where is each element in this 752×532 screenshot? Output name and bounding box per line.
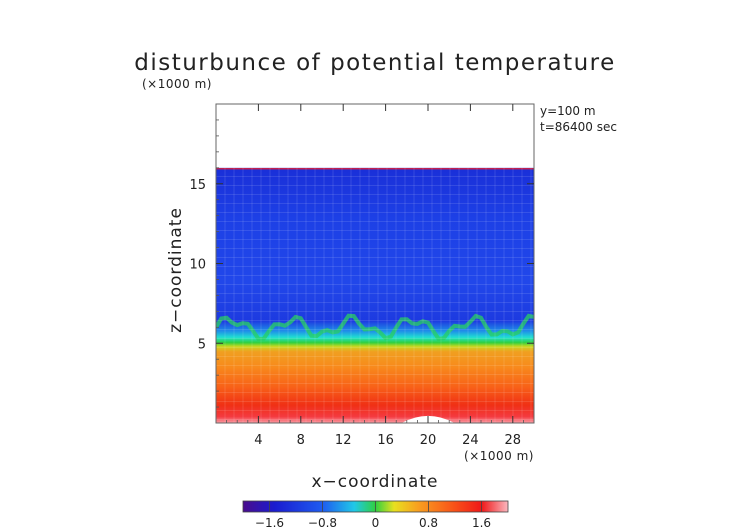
chart-title: disturbunce of potential temperature bbox=[134, 50, 616, 76]
colorbar-tick-label: 0 bbox=[372, 516, 380, 530]
field-fill bbox=[216, 167, 534, 423]
x-axis: 4 8 12 16 20 24 28 bbox=[226, 104, 524, 448]
colorbar-tick-label: 0.8 bbox=[419, 516, 438, 530]
y-tick-label: 10 bbox=[189, 258, 206, 273]
x-tick-label: 24 bbox=[462, 433, 479, 448]
x-tick-label: 16 bbox=[377, 433, 394, 448]
annotation-y: y=100 m bbox=[540, 104, 596, 118]
x-tick-label: 28 bbox=[505, 433, 522, 448]
colorbar-tick-label: 1.6 bbox=[472, 516, 491, 530]
x-axis-label: x−coordinate bbox=[312, 472, 439, 492]
x-tick-label: 4 bbox=[254, 433, 262, 448]
colorbar-tick-label: −1.6 bbox=[255, 516, 284, 530]
y-tick-label: 15 bbox=[189, 178, 206, 193]
colorbar-ticks: −1.6 −0.8 0 0.8 1.6 bbox=[255, 501, 491, 530]
y-tick-label: 5 bbox=[198, 337, 206, 352]
y-axis: 5 10 15 bbox=[189, 119, 534, 408]
x-scale-note: (×1000 m) bbox=[464, 449, 534, 463]
x-tick-label: 20 bbox=[420, 433, 437, 448]
x-tick-label: 8 bbox=[297, 433, 305, 448]
colorbar-tick-label: −0.8 bbox=[308, 516, 337, 530]
z-scale-note: (×1000 m) bbox=[142, 77, 212, 91]
field-area bbox=[216, 167, 534, 423]
y-axis-label: z−coordinate bbox=[166, 207, 186, 333]
x-tick-label: 12 bbox=[335, 433, 352, 448]
annotation-t: t=86400 sec bbox=[540, 120, 617, 134]
transition-band bbox=[216, 313, 534, 342]
